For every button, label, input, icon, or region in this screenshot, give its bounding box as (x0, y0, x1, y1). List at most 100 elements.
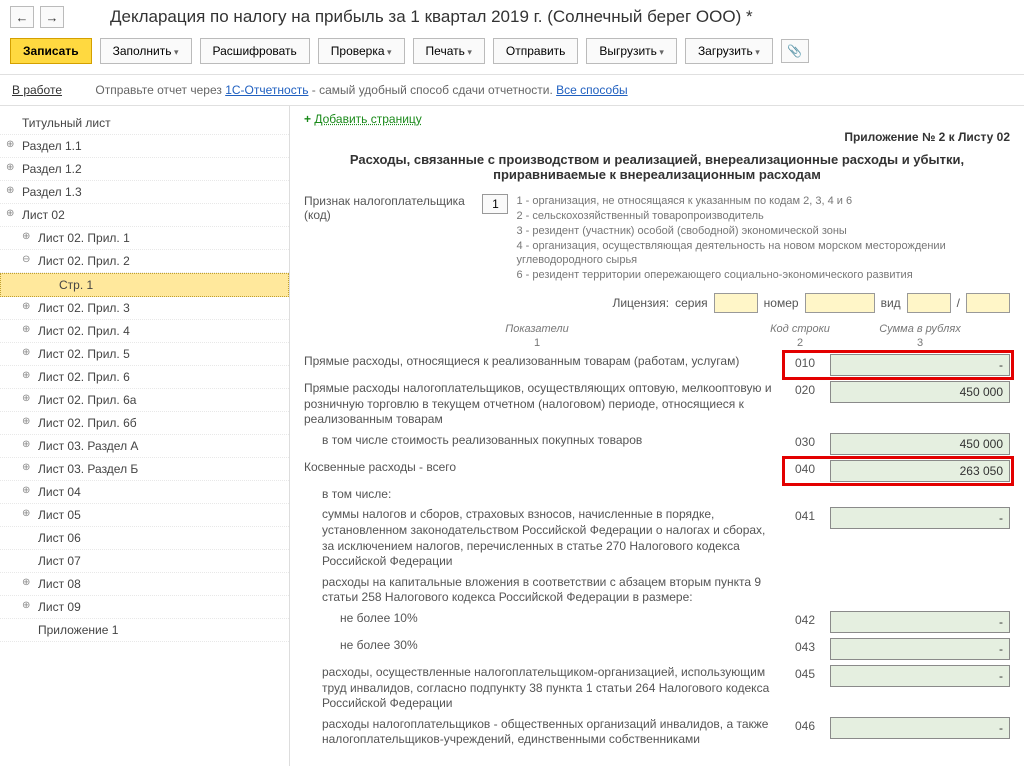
tree-item[interactable]: ⊕ Лист 04 (0, 481, 289, 504)
row-label: суммы налогов и сборов, страховых взносо… (304, 507, 780, 569)
load-button[interactable]: Загрузить (685, 38, 773, 64)
taxpayer-label: Признак налогоплательщика (код) (304, 194, 474, 222)
row-value-input[interactable] (830, 354, 1010, 376)
row-label: Прямые расходы, относящиеся к реализован… (304, 354, 780, 370)
tree-item[interactable]: ⊕ Лист 02. Прил. 6а (0, 389, 289, 412)
expander-icon[interactable]: ⊕ (6, 185, 14, 196)
tree-item[interactable]: Стр. 1 (0, 273, 289, 297)
page-title: Декларация по налогу на прибыль за 1 ква… (110, 7, 753, 27)
row-value-input[interactable] (830, 665, 1010, 687)
expander-icon[interactable]: ⊕ (22, 600, 30, 611)
tree-item[interactable]: ⊕Лист 02. Прил. 1 (0, 227, 289, 250)
link-all-ways[interactable]: Все способы (556, 83, 628, 97)
row-value-input[interactable] (830, 460, 1010, 482)
tree-item[interactable]: ⊕Лист 02. Прил. 5 (0, 343, 289, 366)
license-type-input1[interactable] (907, 293, 951, 313)
license-number-label: номер (764, 296, 799, 310)
add-page-link[interactable]: Добавить страницу (314, 112, 421, 126)
data-row: расходы налогоплательщиков - общественны… (304, 717, 1010, 748)
tree-item-label: Лист 05 (38, 508, 81, 522)
tree-item[interactable]: ⊕Лист 03. Раздел Б (0, 458, 289, 481)
tree-item-label: Титульный лист (22, 116, 111, 130)
tree-item[interactable]: ⊕Раздел 1.2 (0, 158, 289, 181)
tree-item[interactable]: ⊕Лист 08 (0, 573, 289, 596)
row-value-input[interactable] (830, 507, 1010, 529)
tree-item-label: Лист 07 (38, 554, 81, 568)
license-type-label: вид (881, 296, 901, 310)
tree-item-label: Лист 02. Прил. 6б (38, 416, 137, 430)
tree-item[interactable]: ⊕ Лист 02. Прил. 6 (0, 366, 289, 389)
tree-item[interactable]: ⊕ Лист 02. Прил. 6б (0, 412, 289, 435)
license-number-input[interactable] (805, 293, 875, 313)
expander-icon[interactable]: ⊕ (22, 370, 30, 381)
row-code (786, 575, 824, 577)
tree-item-label: Лист 06 (38, 531, 81, 545)
tree-item-label: Раздел 1.3 (22, 185, 82, 199)
tree-item[interactable]: Титульный лист (0, 112, 289, 135)
expander-icon[interactable]: ⊕ (6, 162, 14, 173)
status-text: Отправьте отчет через 1С-Отчетность - са… (95, 83, 627, 97)
tree-item[interactable]: ⊕Лист 09 (0, 596, 289, 619)
data-row: Косвенные расходы - всего040 (304, 460, 1010, 482)
head-code: Код строки (770, 323, 830, 335)
expander-icon[interactable]: ⊕ (22, 416, 30, 427)
tree-item[interactable]: ⊕Лист 02. Прил. 3 (0, 297, 289, 320)
row-label: в том числе стоимость реализованных поку… (304, 433, 780, 449)
tree-item[interactable]: ⊖Лист 02. Прил. 2 (0, 250, 289, 273)
license-type-input2[interactable] (966, 293, 1010, 313)
check-button[interactable]: Проверка (318, 38, 405, 64)
row-code: 043 (786, 638, 824, 654)
expander-icon[interactable]: ⊕ (22, 439, 30, 450)
expander-icon[interactable]: ⊕ (6, 139, 14, 150)
expander-icon[interactable]: ⊕ (22, 231, 30, 242)
save-button[interactable]: Записать (10, 38, 92, 64)
decode-button[interactable]: Расшифровать (200, 38, 310, 64)
tree-item[interactable]: ⊕ Лист 05 (0, 504, 289, 527)
tree-item-label: Лист 02. Прил. 6а (38, 393, 136, 407)
attach-button[interactable]: 📎 (781, 39, 809, 63)
row-label: расходы налогоплательщиков - общественны… (304, 717, 780, 748)
forward-button[interactable]: → (40, 6, 64, 28)
data-row: не более 30%043 (304, 638, 1010, 660)
tree-item[interactable]: ⊕Лист 02. Прил. 4 (0, 320, 289, 343)
row-value-input[interactable] (830, 717, 1010, 739)
row-value-input[interactable] (830, 381, 1010, 403)
expander-icon[interactable]: ⊕ (22, 577, 30, 588)
expander-icon[interactable]: ⊕ (22, 393, 30, 404)
expander-icon[interactable]: ⊕ (22, 485, 30, 496)
export-button[interactable]: Выгрузить (586, 38, 677, 64)
row-code: 030 (786, 433, 824, 449)
tree-item[interactable]: ⊕Лист 02 (0, 204, 289, 227)
link-1c[interactable]: 1С-Отчетность (225, 83, 308, 97)
row-value-input[interactable] (830, 433, 1010, 455)
tree-item[interactable]: ⊕Раздел 1.1 (0, 135, 289, 158)
fill-button[interactable]: Заполнить (100, 38, 192, 64)
expander-icon[interactable]: ⊕ (22, 508, 30, 519)
expander-icon[interactable]: ⊕ (22, 324, 30, 335)
print-button[interactable]: Печать (413, 38, 485, 64)
row-code: 040 (786, 460, 824, 476)
row-value-input[interactable] (830, 638, 1010, 660)
data-row: суммы налогов и сборов, страховых взносо… (304, 507, 1010, 569)
expander-icon[interactable]: ⊕ (6, 208, 14, 219)
tree-item-label: Стр. 1 (59, 278, 93, 292)
license-series-input[interactable] (714, 293, 758, 313)
tree-item-label: Лист 02. Прил. 6 (38, 370, 130, 384)
expander-icon[interactable]: ⊖ (22, 254, 30, 265)
tree-item[interactable]: Лист 06 (0, 527, 289, 550)
data-row: расходы, осуществленные налогоплательщик… (304, 665, 1010, 712)
tree-item[interactable]: ⊕ Раздел 1.3 (0, 181, 289, 204)
back-button[interactable]: ← (10, 6, 34, 28)
status-label[interactable]: В работе (12, 83, 62, 97)
taxpayer-code-input[interactable] (482, 194, 508, 214)
expander-icon[interactable]: ⊕ (22, 301, 30, 312)
tree-item[interactable]: Приложение 1 (0, 619, 289, 642)
tree-item[interactable]: ⊕Лист 03. Раздел А (0, 435, 289, 458)
row-value-input[interactable] (830, 611, 1010, 633)
expander-icon[interactable]: ⊕ (22, 347, 30, 358)
expander-icon[interactable]: ⊕ (22, 462, 30, 473)
send-button[interactable]: Отправить (493, 38, 579, 64)
tree-item[interactable]: Лист 07 (0, 550, 289, 573)
data-row: расходы на капитальные вложения в соотве… (304, 575, 1010, 606)
tree-item-label: Лист 04 (38, 485, 81, 499)
